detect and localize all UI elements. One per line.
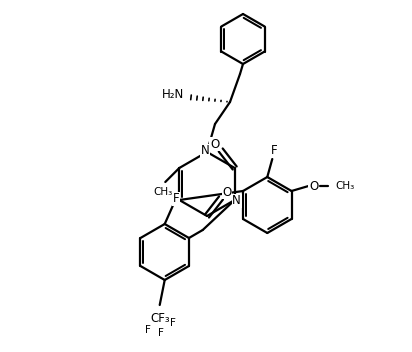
Text: F: F — [158, 328, 164, 338]
Text: CF₃: CF₃ — [150, 313, 169, 326]
Text: CH₃: CH₃ — [335, 181, 355, 191]
Text: F: F — [271, 145, 278, 157]
Text: N: N — [201, 145, 209, 157]
Text: F: F — [170, 318, 176, 328]
Text: H₂N: H₂N — [162, 88, 184, 101]
Text: CH₃: CH₃ — [154, 187, 173, 197]
Text: O: O — [210, 138, 219, 151]
Text: O: O — [222, 186, 232, 199]
Text: F: F — [172, 193, 179, 206]
Text: F: F — [145, 325, 151, 335]
Text: N: N — [232, 195, 241, 207]
Text: O: O — [309, 180, 318, 193]
